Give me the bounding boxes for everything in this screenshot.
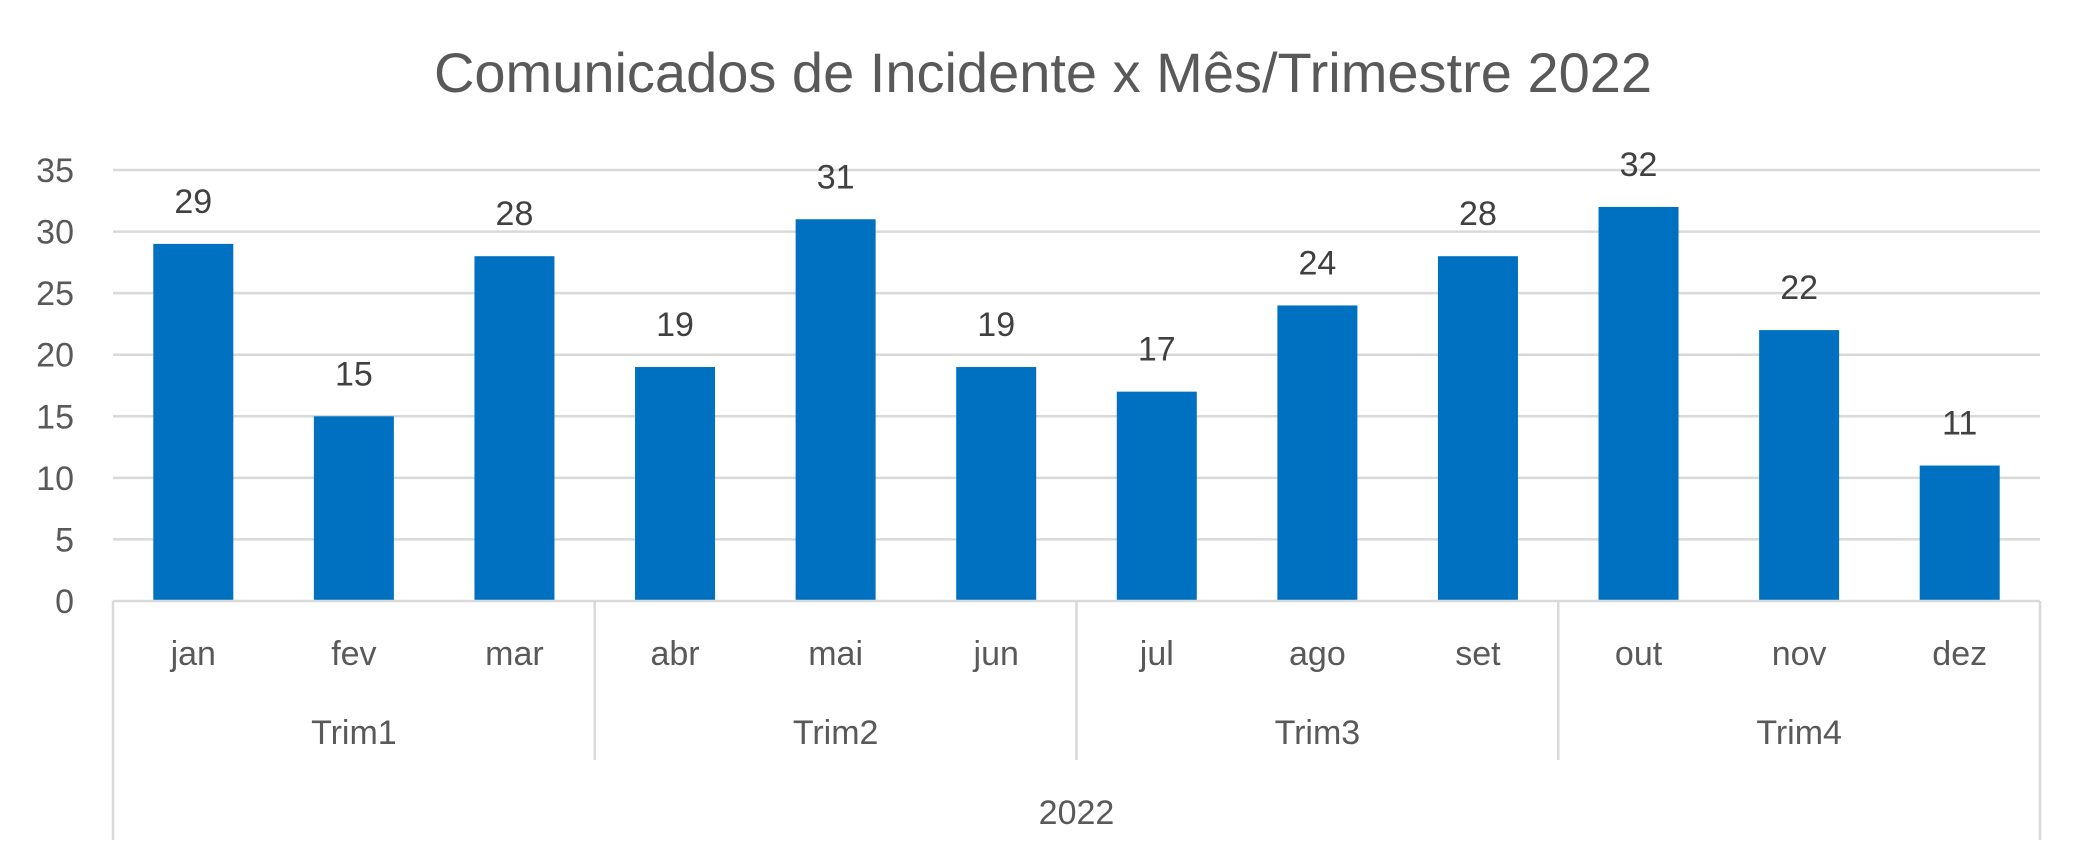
- y-tick-label: 0: [55, 583, 74, 621]
- month-label: jun: [973, 635, 1019, 673]
- month-label: abr: [650, 635, 699, 673]
- month-label: mar: [485, 635, 544, 673]
- y-tick-label: 35: [36, 152, 74, 190]
- data-label: 19: [977, 306, 1015, 344]
- bar-dez: [1919, 465, 2000, 601]
- quarter-label: Trim2: [793, 714, 879, 752]
- y-tick-label: 25: [36, 275, 74, 313]
- bars: [153, 206, 2000, 601]
- quarter-label: Trim1: [311, 714, 397, 752]
- data-label: 17: [1138, 331, 1176, 369]
- month-label: jul: [1139, 635, 1174, 673]
- data-label: 28: [1459, 195, 1497, 233]
- month-label: fev: [331, 635, 376, 673]
- month-label: out: [1615, 635, 1663, 673]
- quarter-label: Trim4: [1756, 714, 1842, 752]
- bar-out: [1598, 206, 1679, 601]
- month-label: ago: [1289, 635, 1346, 673]
- month-label: dez: [1932, 635, 1987, 673]
- y-tick-label: 30: [36, 214, 74, 252]
- x-axis: jan fev mar abr mai jun jul ago set out nov dez Trim…: [111, 599, 2042, 840]
- gridlines: [113, 168, 2040, 541]
- bar-jul: [1116, 391, 1197, 601]
- bar-abr: [635, 367, 716, 601]
- bar-mar: [474, 256, 555, 601]
- month-label: jan: [170, 635, 216, 673]
- bar-nov: [1759, 330, 1840, 601]
- data-label: 19: [656, 306, 694, 344]
- y-tick-label: 15: [36, 398, 74, 436]
- chart-title: Comunicados de Incidente x Mês/Trimestre…: [434, 41, 1652, 104]
- y-tick-label: 20: [36, 337, 74, 375]
- bar-jun: [956, 367, 1037, 601]
- data-label: 15: [335, 355, 373, 393]
- data-label: 28: [496, 195, 534, 233]
- bar-mai: [795, 219, 876, 601]
- month-label: nov: [1772, 635, 1827, 673]
- data-label: 24: [1298, 244, 1336, 282]
- data-label: 22: [1780, 269, 1818, 307]
- data-label: 31: [817, 158, 855, 196]
- month-label: set: [1455, 635, 1501, 673]
- bar-ago: [1277, 305, 1358, 601]
- month-label: mai: [808, 635, 863, 673]
- data-label: 29: [174, 183, 212, 221]
- data-label: 32: [1620, 146, 1658, 184]
- y-axis-ticks: 0 5 10 15 20 25 30 35: [36, 152, 74, 621]
- data-label: 11: [1942, 405, 1977, 443]
- year-label: 2022: [1039, 794, 1115, 832]
- bar-fev: [313, 416, 394, 601]
- y-tick-label: 5: [55, 521, 74, 559]
- bar-set: [1437, 256, 1518, 601]
- bar-jan: [153, 243, 234, 601]
- y-tick-label: 10: [36, 460, 74, 498]
- quarter-label: Trim3: [1275, 714, 1361, 752]
- data-labels: 29 15 28 19 31 19 17 24 28 32 22 11: [174, 146, 1977, 443]
